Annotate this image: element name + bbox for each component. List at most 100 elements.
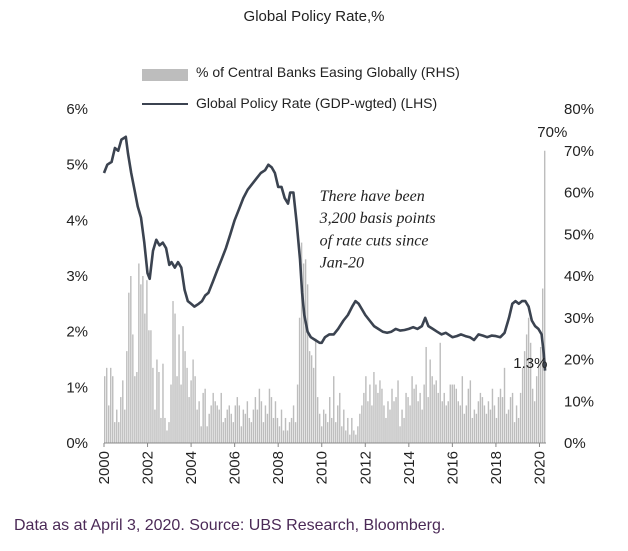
- y-right-tick-label: 30%: [564, 310, 594, 327]
- easing-bar: [477, 401, 480, 443]
- easing-bar: [447, 401, 449, 443]
- x-tick-label: 2012: [357, 451, 374, 484]
- easing-bar: [124, 409, 126, 443]
- easing-bar: [525, 334, 528, 443]
- easing-bar: [503, 367, 506, 443]
- easing-bar: [475, 413, 478, 443]
- policy-rate-line: [102, 135, 547, 371]
- y-right-tick-label: 40%: [564, 268, 594, 285]
- easing-bar: [327, 422, 329, 444]
- easing-bar: [174, 313, 176, 443]
- easing-bar: [226, 409, 228, 443]
- easing-bar: [172, 301, 174, 443]
- x-tick-label: 2000: [96, 451, 113, 484]
- easing-bar: [381, 388, 383, 443]
- easing-bars: [104, 150, 546, 444]
- annotation-text: 70%: [537, 124, 567, 141]
- easing-bar: [130, 276, 132, 443]
- easing-bar: [487, 401, 490, 443]
- easing-bar: [329, 397, 331, 443]
- y-right-tick-label: 70%: [564, 143, 594, 160]
- easing-bar: [413, 388, 415, 443]
- annotation-text: There have been: [320, 188, 425, 205]
- easing-bar: [136, 372, 138, 443]
- easing-bar: [393, 401, 395, 443]
- annotation-text: of rate cuts since: [320, 232, 429, 249]
- easing-bar: [521, 367, 524, 443]
- easing-bar: [210, 405, 212, 443]
- easing-bar: [343, 409, 345, 443]
- easing-bar: [369, 384, 371, 443]
- easing-bar: [304, 259, 307, 443]
- easing-bar: [401, 409, 403, 443]
- easing-bar: [160, 417, 162, 443]
- y-right-tick-label: 10%: [564, 393, 594, 410]
- easing-bar: [268, 388, 271, 443]
- easing-bar: [509, 397, 512, 443]
- easing-bar: [218, 409, 220, 443]
- y-left-tick-label: 1%: [66, 379, 88, 396]
- easing-bar: [415, 384, 417, 443]
- easing-bar: [537, 363, 540, 443]
- y-left-tick-label: 3%: [66, 268, 88, 285]
- easing-bar: [300, 242, 303, 443]
- easing-bar: [254, 397, 257, 443]
- easing-bar: [441, 401, 443, 443]
- easing-bar: [208, 413, 210, 443]
- x-tick-label: 2014: [401, 451, 418, 484]
- easing-bar: [483, 405, 486, 443]
- easing-bar: [443, 392, 445, 443]
- easing-bar: [431, 376, 433, 443]
- easing-bar: [425, 346, 427, 443]
- easing-bar: [258, 388, 261, 443]
- easing-bar: [230, 413, 232, 443]
- easing-bar: [353, 430, 355, 443]
- easing-bar: [515, 405, 518, 443]
- easing-bar: [190, 380, 192, 444]
- easing-bar: [361, 405, 363, 443]
- easing-bar: [118, 422, 120, 444]
- easing-bar: [216, 405, 218, 443]
- easing-bar: [531, 388, 534, 443]
- easing-bar: [148, 330, 150, 443]
- easing-bar: [541, 288, 544, 443]
- easing-bar: [449, 384, 451, 443]
- annotations: There have been 3,200 basis points of rate…: [319, 124, 568, 372]
- easing-bar: [451, 384, 453, 443]
- easing-bar: [357, 426, 359, 443]
- easing-bar: [264, 405, 267, 443]
- easing-bar: [246, 401, 249, 443]
- easing-bar: [391, 388, 393, 443]
- easing-bar: [469, 380, 472, 444]
- easing-bar: [238, 405, 241, 443]
- easing-bar: [240, 426, 243, 443]
- easing-bar: [325, 413, 327, 443]
- easing-bar: [419, 392, 421, 443]
- easing-bar: [164, 417, 166, 443]
- easing-bar: [427, 397, 429, 443]
- easing-bar: [479, 392, 482, 443]
- easing-bar: [433, 384, 435, 443]
- easing-bar: [507, 409, 510, 443]
- easing-bar: [260, 401, 263, 443]
- easing-bar: [421, 409, 423, 443]
- easing-bar: [280, 409, 283, 443]
- easing-bar: [186, 367, 188, 443]
- easing-bar: [387, 401, 389, 443]
- legend-bar-swatch: [142, 69, 188, 81]
- legend-bar-label: % of Central Banks Easing Globally (RHS): [196, 64, 460, 80]
- easing-bar: [371, 405, 373, 443]
- easing-bar: [170, 384, 172, 443]
- footer-source: Data as at April 3, 2020. Source: UBS Re…: [14, 517, 446, 534]
- easing-bar: [224, 417, 226, 443]
- easing-bar: [202, 392, 204, 443]
- easing-bar: [272, 417, 275, 443]
- easing-bar: [276, 417, 279, 443]
- easing-bar: [154, 409, 156, 443]
- easing-bar: [252, 409, 255, 443]
- easing-bar: [214, 401, 216, 443]
- easing-bar: [429, 359, 431, 443]
- easing-bar: [194, 376, 196, 443]
- y-right-tick-label: 50%: [564, 226, 594, 243]
- easing-bar: [457, 401, 460, 443]
